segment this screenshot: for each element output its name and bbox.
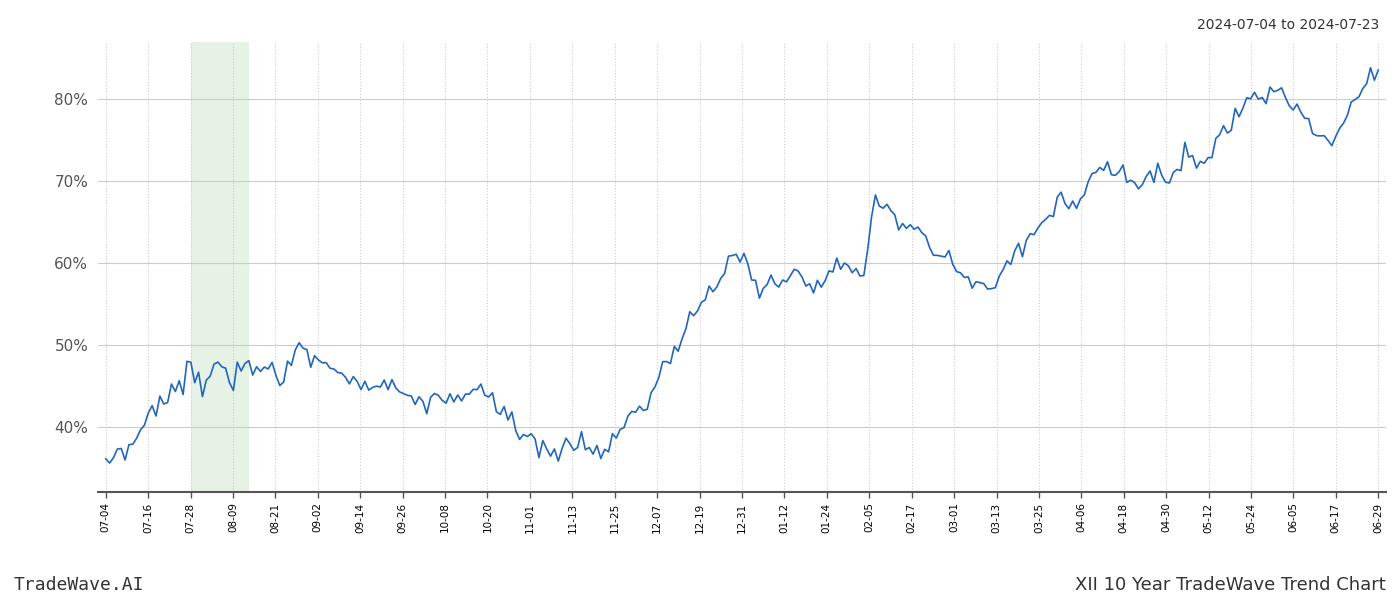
Text: XII 10 Year TradeWave Trend Chart: XII 10 Year TradeWave Trend Chart <box>1075 576 1386 594</box>
Text: 2024-07-04 to 2024-07-23: 2024-07-04 to 2024-07-23 <box>1197 18 1379 32</box>
Text: TradeWave.AI: TradeWave.AI <box>14 576 144 594</box>
Bar <box>190 42 249 492</box>
